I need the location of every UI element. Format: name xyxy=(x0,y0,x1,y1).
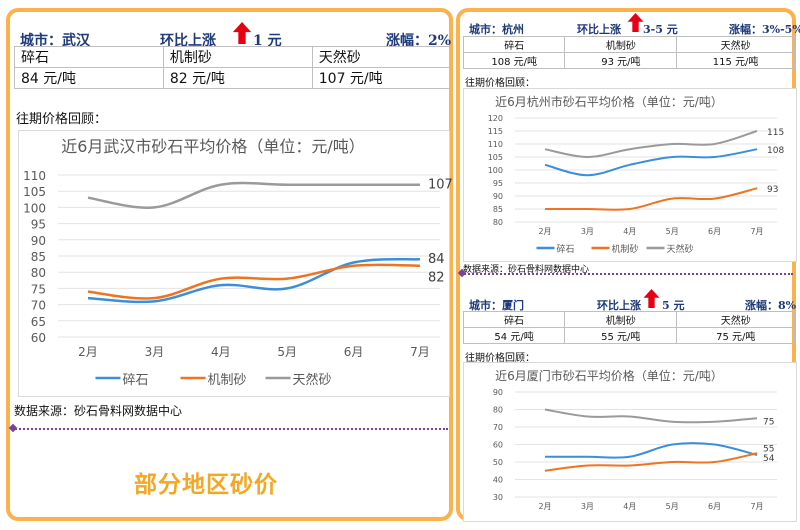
material-name: 碎石 xyxy=(14,46,164,68)
material-price: 75 元/吨 xyxy=(676,327,795,344)
range-label: 涨幅：3%-5% xyxy=(729,23,800,36)
city-label: 城市：厦门 xyxy=(469,299,524,312)
dotted-divider xyxy=(461,273,793,275)
range-label: 涨幅：8% xyxy=(745,299,797,312)
data-source: 数据来源：砂石骨料网数据中心 xyxy=(14,404,183,418)
change-value: 3-5 元 xyxy=(643,23,678,36)
material-name: 机制砂 xyxy=(564,36,678,53)
city-label: 城市：杭州 xyxy=(469,23,524,36)
material-price: 54 元/吨 xyxy=(462,327,566,344)
change-label: 环比上涨 xyxy=(597,299,641,312)
range-label: 涨幅：2% xyxy=(386,33,452,49)
material-name: 天然砂 xyxy=(676,311,795,328)
dotted-divider xyxy=(12,428,448,430)
material-name: 机制砂 xyxy=(564,311,678,328)
chart-frame xyxy=(463,362,797,522)
change-label: 环比上涨 xyxy=(577,23,621,36)
change-value: 1 元 xyxy=(253,33,282,49)
material-price: 108 元/吨 xyxy=(462,52,566,69)
material-price: 93 元/吨 xyxy=(564,52,678,69)
table-row: 84 元/吨 82 元/吨 107 元/吨 xyxy=(14,67,451,89)
up-arrow-icon xyxy=(232,22,252,44)
data-source: 数据来源：砂石骨料网数据中心 xyxy=(463,265,590,275)
price-table: 碎石 机制砂 天然砂 108 元/吨 93 元/吨 115 元/吨 xyxy=(462,36,795,69)
chart-frame xyxy=(463,88,797,262)
up-arrow-icon xyxy=(643,289,660,308)
change-label: 环比上涨 xyxy=(160,33,216,49)
table-row: 108 元/吨 93 元/吨 115 元/吨 xyxy=(462,52,795,69)
table-header-row: 碎石 机制砂 天然砂 xyxy=(462,36,795,53)
up-arrow-icon xyxy=(627,13,644,32)
table-header-row: 碎石 机制砂 天然砂 xyxy=(14,46,451,68)
material-name: 机制砂 xyxy=(162,46,313,68)
price-table: 碎石 机制砂 天然砂 54 元/吨 55 元/吨 75 元/吨 xyxy=(462,311,795,344)
material-price: 115 元/吨 xyxy=(676,52,795,69)
material-name: 碎石 xyxy=(462,311,566,328)
material-price: 84 元/吨 xyxy=(14,67,164,89)
material-name: 天然砂 xyxy=(311,46,451,68)
material-name: 天然砂 xyxy=(676,36,795,53)
change-value: 5 元 xyxy=(662,299,685,312)
review-label: 往期价格回顾： xyxy=(465,78,535,89)
footer-title: 部分地区砂价 xyxy=(134,472,278,498)
table-row: 54 元/吨 55 元/吨 75 元/吨 xyxy=(462,327,795,344)
price-table: 碎石 机制砂 天然砂 84 元/吨 82 元/吨 107 元/吨 xyxy=(14,46,451,89)
material-name: 碎石 xyxy=(462,36,566,53)
review-label: 往期价格回顾： xyxy=(465,353,535,364)
chart-frame xyxy=(18,130,450,397)
table-header-row: 碎石 机制砂 天然砂 xyxy=(462,311,795,328)
material-price: 82 元/吨 xyxy=(162,67,313,89)
material-price: 55 元/吨 xyxy=(564,327,678,344)
material-price: 107 元/吨 xyxy=(311,67,451,89)
review-label: 往期价格回顾： xyxy=(16,112,108,127)
city-label: 城市：武汉 xyxy=(20,33,90,49)
